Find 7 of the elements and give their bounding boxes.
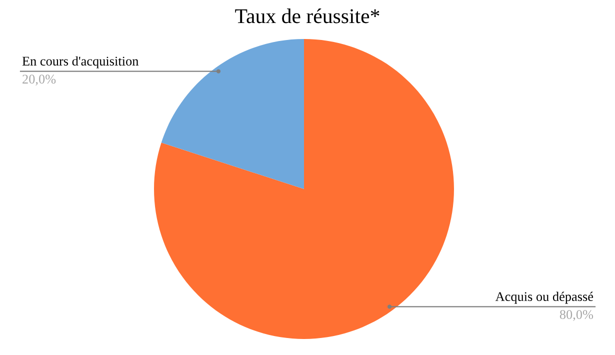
data-label: 20,0% [22,74,56,86]
chart-title: Taux de réussite* [235,8,380,24]
slice-label: En cours d'acquisition [22,56,139,68]
pie-slice [161,39,304,189]
pie-slice [154,39,454,339]
slice-label: Acquis ou dépassé [495,292,594,304]
data-label: 80,0% [560,310,594,321]
